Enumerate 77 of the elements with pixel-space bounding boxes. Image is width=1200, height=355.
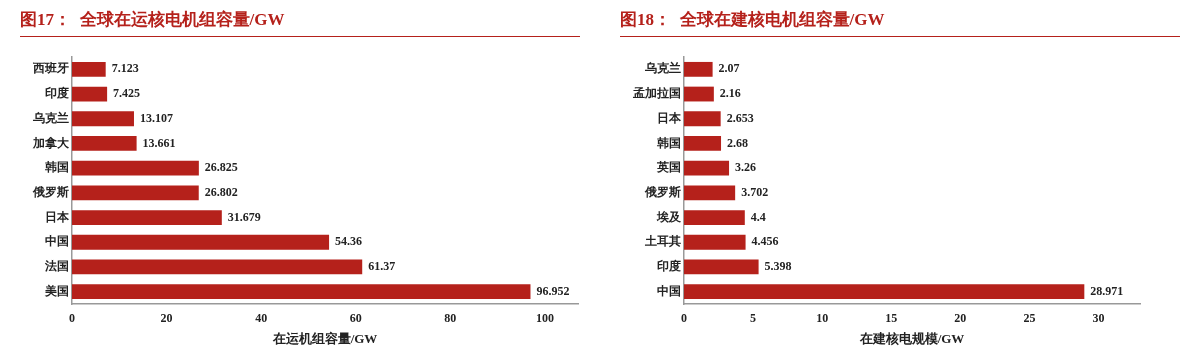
y-tick-label: 加拿大 — [32, 135, 70, 150]
data-label: 13.107 — [139, 110, 173, 125]
bar — [684, 284, 1085, 300]
bar — [72, 284, 531, 300]
bar — [72, 185, 199, 201]
x-axis-title: 在建核电规模/GW — [858, 330, 965, 346]
bar — [684, 111, 721, 127]
x-tick-label: 0 — [69, 311, 75, 326]
x-tick-label: 80 — [444, 311, 457, 326]
y-tick-label: 法国 — [44, 259, 69, 274]
y-tick-label: 乌克兰 — [644, 61, 681, 76]
data-label: 4.456 — [751, 234, 779, 249]
bar — [72, 160, 199, 176]
x-tick-label: 20 — [160, 311, 173, 326]
data-label: 61.37 — [368, 259, 396, 274]
data-label: 96.952 — [536, 283, 570, 298]
x-tick-label: 25 — [1023, 311, 1036, 326]
y-tick-label: 日本 — [657, 110, 682, 125]
y-tick-label: 韩国 — [44, 160, 69, 175]
chart-title: 图17： 全球在运核电机组容量/GW — [20, 8, 580, 37]
chart-title: 图18： 全球在建核电机组容量/GW — [620, 8, 1180, 37]
x-tick-label: 40 — [255, 311, 268, 326]
y-tick-label: 中国 — [657, 283, 681, 298]
data-label: 2.653 — [726, 110, 754, 125]
y-tick-label: 英国 — [656, 160, 681, 175]
data-label: 5.398 — [764, 259, 792, 274]
y-tick-label: 韩国 — [656, 135, 681, 150]
y-tick-label: 孟加拉国 — [632, 86, 681, 101]
y-tick-label: 埃及 — [656, 209, 682, 224]
data-label: 26.802 — [204, 184, 238, 199]
data-label: 2.07 — [718, 61, 740, 76]
bar — [684, 185, 736, 201]
y-tick-label: 印度 — [45, 86, 69, 101]
data-label: 7.425 — [113, 86, 141, 101]
data-label: 2.16 — [719, 86, 741, 101]
data-label: 7.123 — [111, 61, 139, 76]
bar — [684, 86, 714, 102]
bar — [684, 210, 745, 225]
x-tick-label: 30 — [1092, 311, 1105, 326]
bar — [72, 111, 134, 127]
x-axis-title: 在运机组容量/GW — [271, 330, 378, 346]
y-tick-label: 日本 — [45, 209, 70, 224]
x-tick-label: 60 — [349, 311, 362, 326]
y-tick-label: 美国 — [44, 283, 69, 298]
bar — [72, 259, 363, 275]
data-label: 13.661 — [142, 135, 176, 150]
y-tick-label: 土耳其 — [644, 234, 681, 249]
y-tick-label: 俄罗斯 — [32, 184, 69, 199]
y-tick-label: 乌克兰 — [32, 110, 69, 125]
bar — [72, 136, 137, 151]
data-label: 3.26 — [735, 160, 757, 175]
data-label: 54.36 — [335, 234, 363, 249]
y-tick-label: 俄罗斯 — [644, 184, 681, 199]
x-tick-label: 100 — [535, 311, 554, 326]
bar — [72, 234, 330, 250]
x-tick-label: 15 — [885, 311, 898, 326]
x-tick-label: 10 — [816, 311, 829, 326]
bar — [72, 210, 222, 225]
bar — [684, 136, 722, 151]
bar — [72, 61, 106, 77]
bar — [684, 259, 759, 275]
y-tick-label: 印度 — [657, 259, 681, 274]
bar — [684, 160, 730, 176]
data-label: 2.68 — [727, 135, 749, 150]
x-tick-label: 0 — [681, 311, 687, 326]
y-tick-label: 中国 — [45, 234, 69, 249]
data-label: 4.4 — [750, 209, 766, 224]
x-tick-label: 5 — [750, 311, 757, 326]
bar — [72, 86, 108, 102]
y-tick-label: 西班牙 — [32, 61, 69, 76]
bar — [684, 234, 746, 250]
data-label: 31.679 — [227, 209, 261, 224]
bar — [684, 61, 713, 77]
data-label: 3.702 — [741, 184, 769, 199]
data-label: 26.825 — [204, 160, 238, 175]
data-label: 28.971 — [1090, 283, 1124, 298]
x-tick-label: 20 — [954, 311, 967, 326]
